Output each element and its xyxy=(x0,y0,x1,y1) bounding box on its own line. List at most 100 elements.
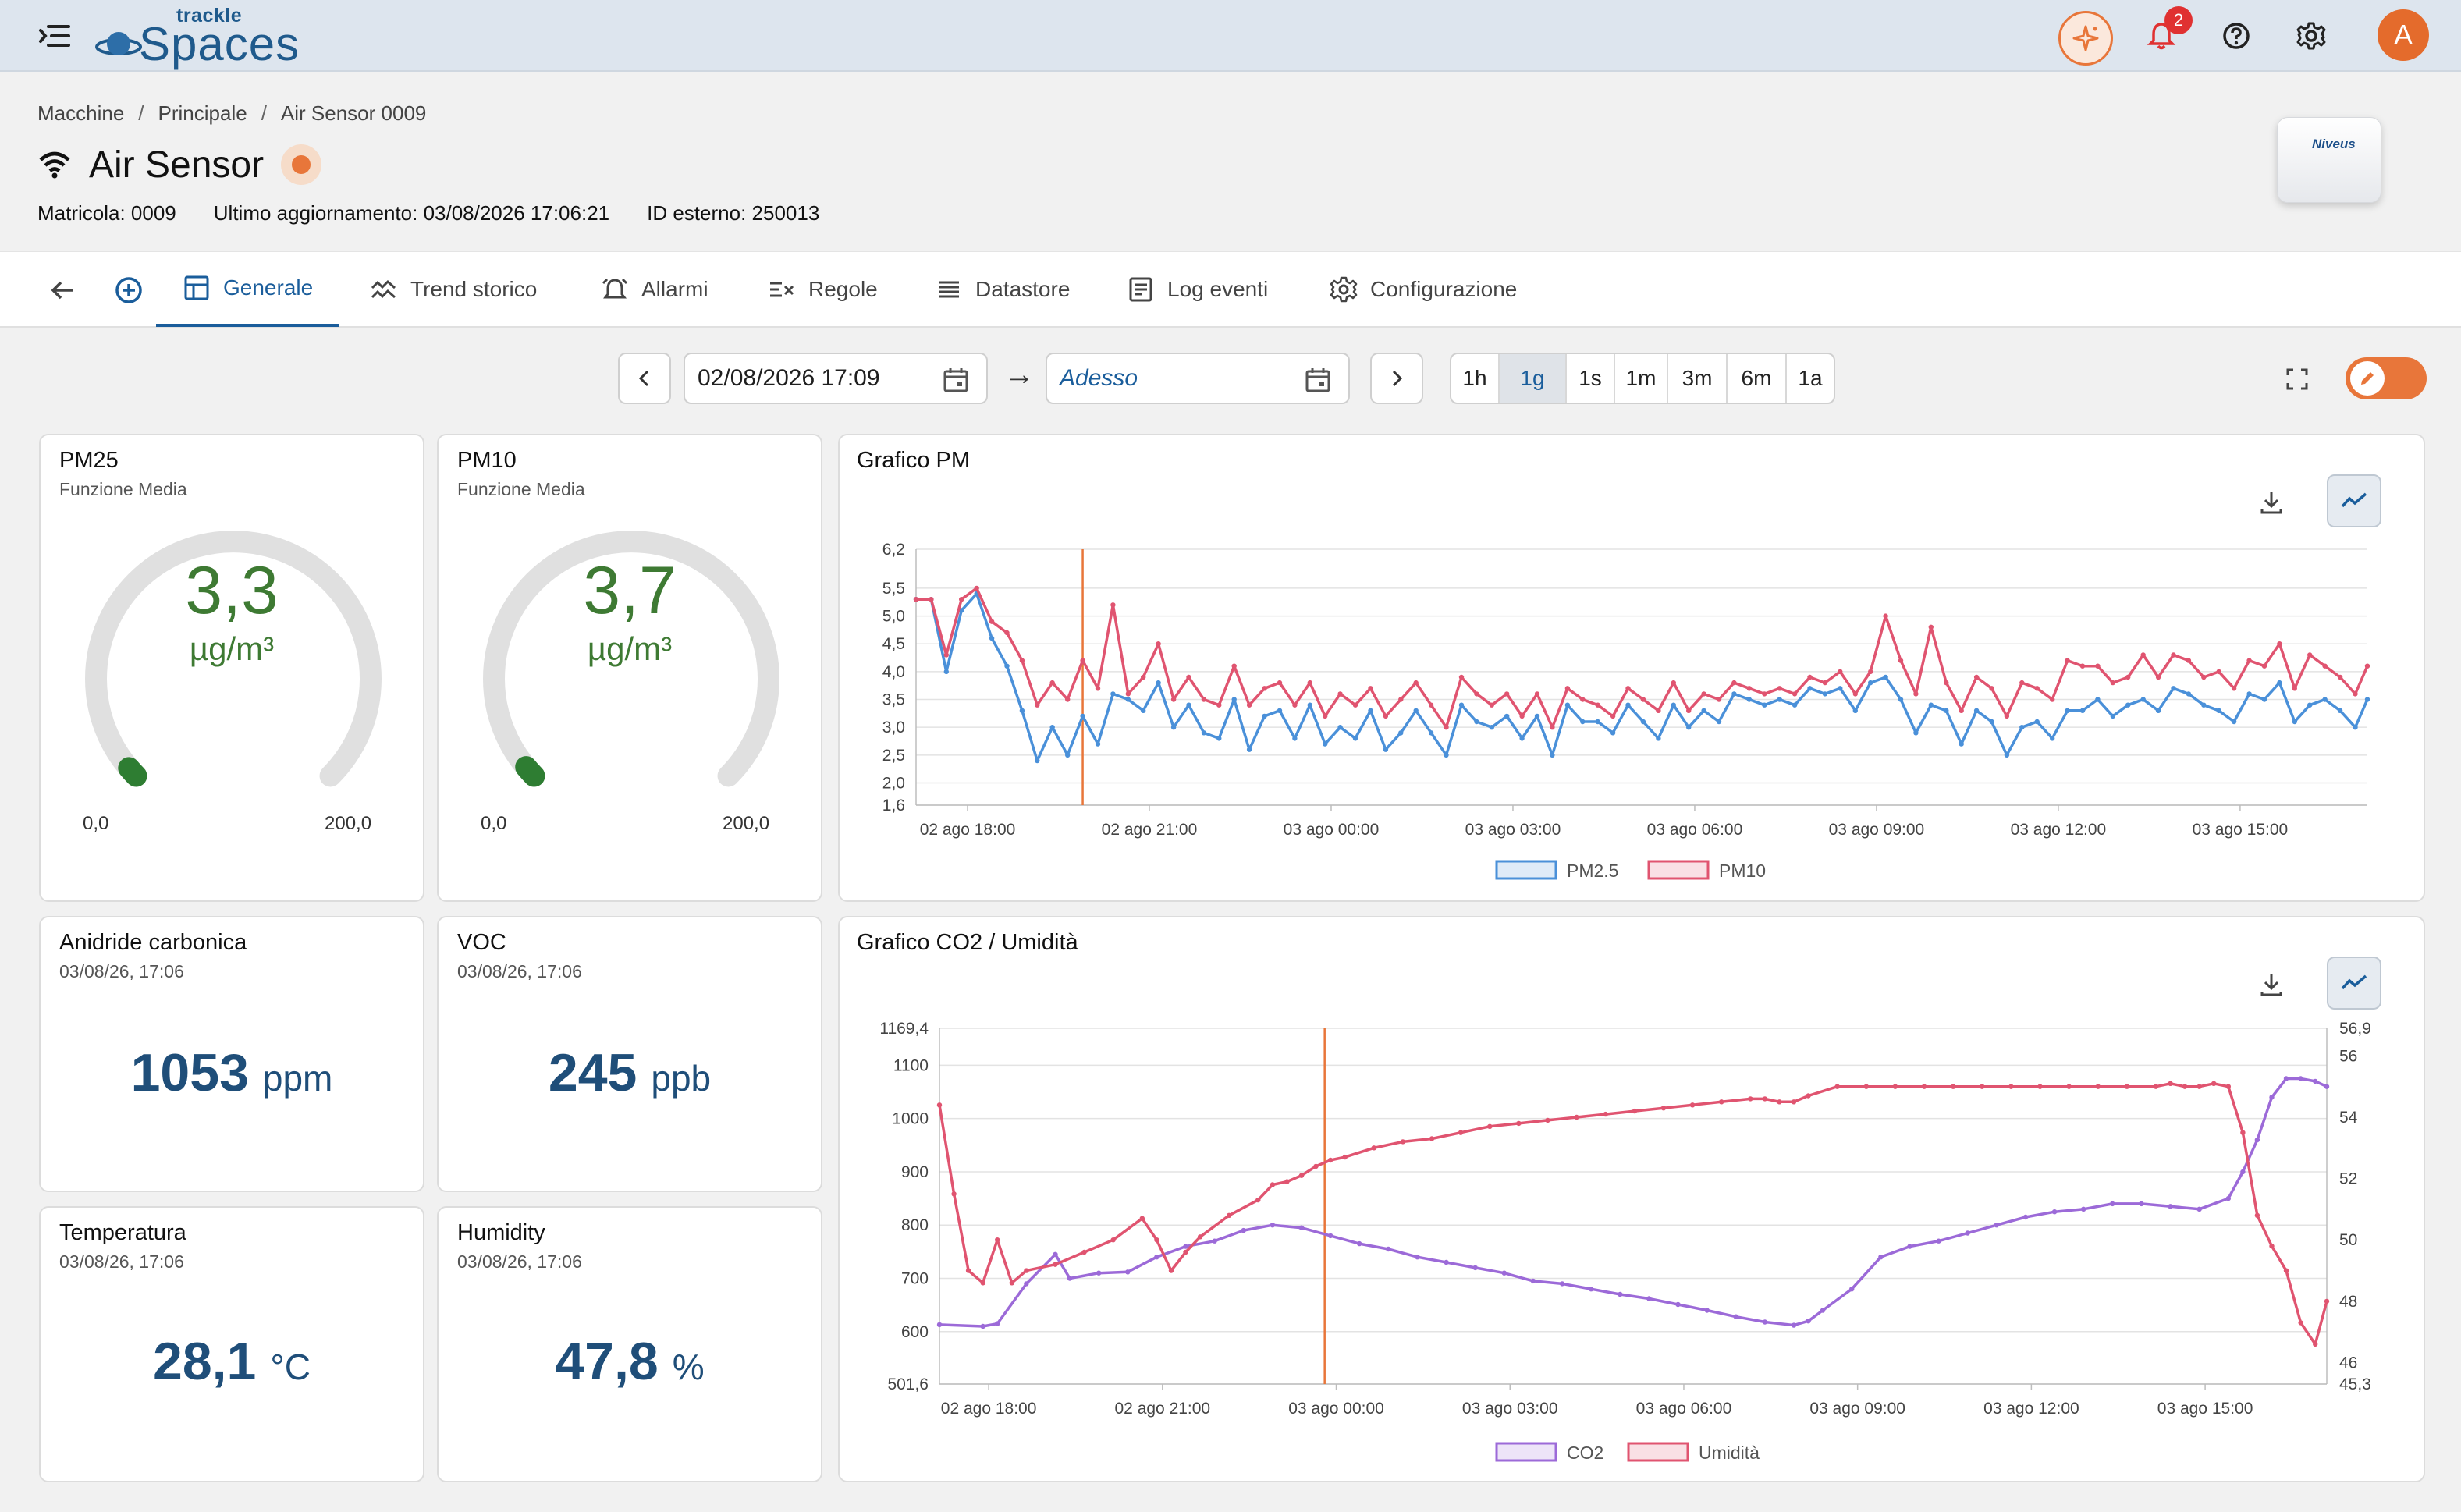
data-point xyxy=(2050,697,2055,702)
legend-swatch xyxy=(1627,1442,1689,1462)
data-point xyxy=(1110,602,1116,608)
data-point xyxy=(1719,1099,1724,1105)
data-point xyxy=(1762,1319,1768,1325)
tab-log-eventi[interactable]: Log eventi xyxy=(1100,252,1294,327)
data-point xyxy=(1398,730,1404,736)
data-point xyxy=(2364,663,2370,669)
tab-configurazione[interactable]: Configurazione xyxy=(1303,252,1543,327)
trackle-spaces-logo[interactable]: trackle Spaces xyxy=(95,5,299,70)
tab-trend-storico[interactable]: Trend storico xyxy=(343,252,563,327)
data-point xyxy=(1822,691,1828,697)
data-point xyxy=(1883,674,1888,680)
data-point xyxy=(2022,1214,2029,1220)
breadcrumb: Macchine / Principale / Air Sensor 0009 xyxy=(37,101,426,126)
co2-humidity-line-chart: 1169,4 1100 1000 900 800 700 600 501,6 56,9 56 54 5… xyxy=(879,1020,2371,1463)
data-point xyxy=(1337,691,1343,697)
range-button-1h[interactable]: 1h xyxy=(1451,354,1500,403)
next-period-button[interactable] xyxy=(1370,353,1423,404)
data-point xyxy=(2171,686,2176,691)
chart-type-toggle[interactable] xyxy=(2327,957,2381,1010)
data-point xyxy=(1197,1234,1203,1240)
back-button[interactable] xyxy=(44,271,83,310)
chart-type-toggle[interactable] xyxy=(2327,474,2381,527)
notifications-button[interactable]: 2 xyxy=(2141,6,2193,56)
edit-mode-toggle[interactable] xyxy=(2346,357,2427,399)
tab-allarmi[interactable]: Allarmi xyxy=(574,252,735,327)
data-point xyxy=(1352,736,1358,741)
data-point xyxy=(1183,1244,1188,1249)
data-point xyxy=(1004,663,1010,669)
line-chart-icon xyxy=(2341,974,2367,990)
data-point xyxy=(1004,630,1010,636)
card-subtitle: 03/08/26, 17:06 xyxy=(59,961,184,981)
data-point xyxy=(2225,1084,2231,1089)
data-point xyxy=(2254,1137,2260,1143)
data-point xyxy=(1170,697,1177,702)
gauge-min-label: 0,0 xyxy=(83,813,109,834)
range-button-3m[interactable]: 3m xyxy=(1668,354,1728,403)
data-point xyxy=(1413,708,1419,713)
tab-regole[interactable]: Regole xyxy=(741,252,904,327)
data-point xyxy=(1415,1255,1420,1260)
arrow-left-icon xyxy=(51,281,73,300)
start-date-value: 02/08/2026 17:09 xyxy=(698,365,880,391)
pm25-gauge-readout: 3,3 µg/m³ xyxy=(41,552,423,818)
data-point xyxy=(2019,725,2025,730)
user-avatar[interactable]: A xyxy=(2378,9,2429,61)
add-circle-icon xyxy=(115,277,142,303)
card-subtitle: Funzione Media xyxy=(59,479,187,499)
data-point xyxy=(1095,741,1101,747)
series-line-pm2-5 xyxy=(916,592,2369,762)
data-point xyxy=(913,597,919,602)
start-date-input[interactable]: 02/08/2026 17:09 xyxy=(684,353,988,404)
x-tick-label: 02 ago 18:00 xyxy=(941,1400,1037,1418)
calendar-icon[interactable] xyxy=(1303,365,1333,395)
data-point xyxy=(1656,708,1661,713)
breadcrumb-separator: / xyxy=(138,101,144,125)
data-point xyxy=(1298,1173,1305,1178)
range-button-1s[interactable]: 1s xyxy=(1567,354,1615,403)
settings-button[interactable] xyxy=(2291,16,2331,56)
tab-label: Configurazione xyxy=(1370,277,1518,301)
calendar-icon[interactable] xyxy=(941,365,971,395)
data-point xyxy=(1530,1278,1536,1284)
end-date-input[interactable]: Adesso xyxy=(1046,353,1350,404)
data-point xyxy=(2307,702,2313,708)
breadcrumb-item[interactable]: Principale xyxy=(158,101,247,125)
range-button-6m[interactable]: 6m xyxy=(1728,354,1787,403)
download-chart-button[interactable] xyxy=(2244,958,2299,1011)
tab-label: Generale xyxy=(223,275,314,300)
data-point xyxy=(2140,652,2146,658)
data-point xyxy=(936,1322,943,1328)
ai-assistant-button[interactable] xyxy=(2058,11,2113,66)
tab-generale[interactable]: Generale xyxy=(156,252,340,327)
data-point xyxy=(2079,708,2086,713)
data-point xyxy=(2034,719,2040,725)
x-tick-label: 03 ago 12:00 xyxy=(2011,821,2107,839)
range-button-1a[interactable]: 1a xyxy=(1798,366,1823,390)
humidity-card: Humidity 03/08/26, 17:06 47,8% xyxy=(437,1206,822,1482)
data-point xyxy=(1806,1319,1811,1324)
tab-datastore[interactable]: Datastore xyxy=(908,252,1096,327)
tab-bar: Generale Trend storico Allarmi Regole Da… xyxy=(0,251,2461,328)
list-icon xyxy=(939,281,959,298)
device-image: Niveus xyxy=(2277,117,2381,203)
fullscreen-button[interactable] xyxy=(2282,364,2313,395)
data-point xyxy=(1444,752,1449,758)
gauge-min-label: 0,0 xyxy=(481,813,507,834)
data-point xyxy=(1458,674,1465,680)
data-point xyxy=(1156,680,1161,686)
menu-collapse-icon[interactable] xyxy=(37,22,72,50)
temperature-card: Temperatura 03/08/26, 17:06 28,1 °C xyxy=(39,1206,424,1482)
help-button[interactable] xyxy=(2216,16,2257,56)
data-point xyxy=(1429,1136,1435,1141)
range-button-1m[interactable]: 1m xyxy=(1615,354,1668,403)
card-title: Anidride carbonica xyxy=(59,930,247,955)
add-widget-button[interactable] xyxy=(109,271,148,310)
range-button-1g[interactable]: 1g xyxy=(1500,354,1567,403)
breadcrumb-item[interactable]: Macchine xyxy=(37,101,125,125)
voc-value: 245 xyxy=(548,1043,637,1102)
previous-period-button[interactable] xyxy=(618,353,671,404)
y-tick-label: 5,5 xyxy=(882,580,905,598)
download-chart-button[interactable] xyxy=(2244,476,2299,529)
